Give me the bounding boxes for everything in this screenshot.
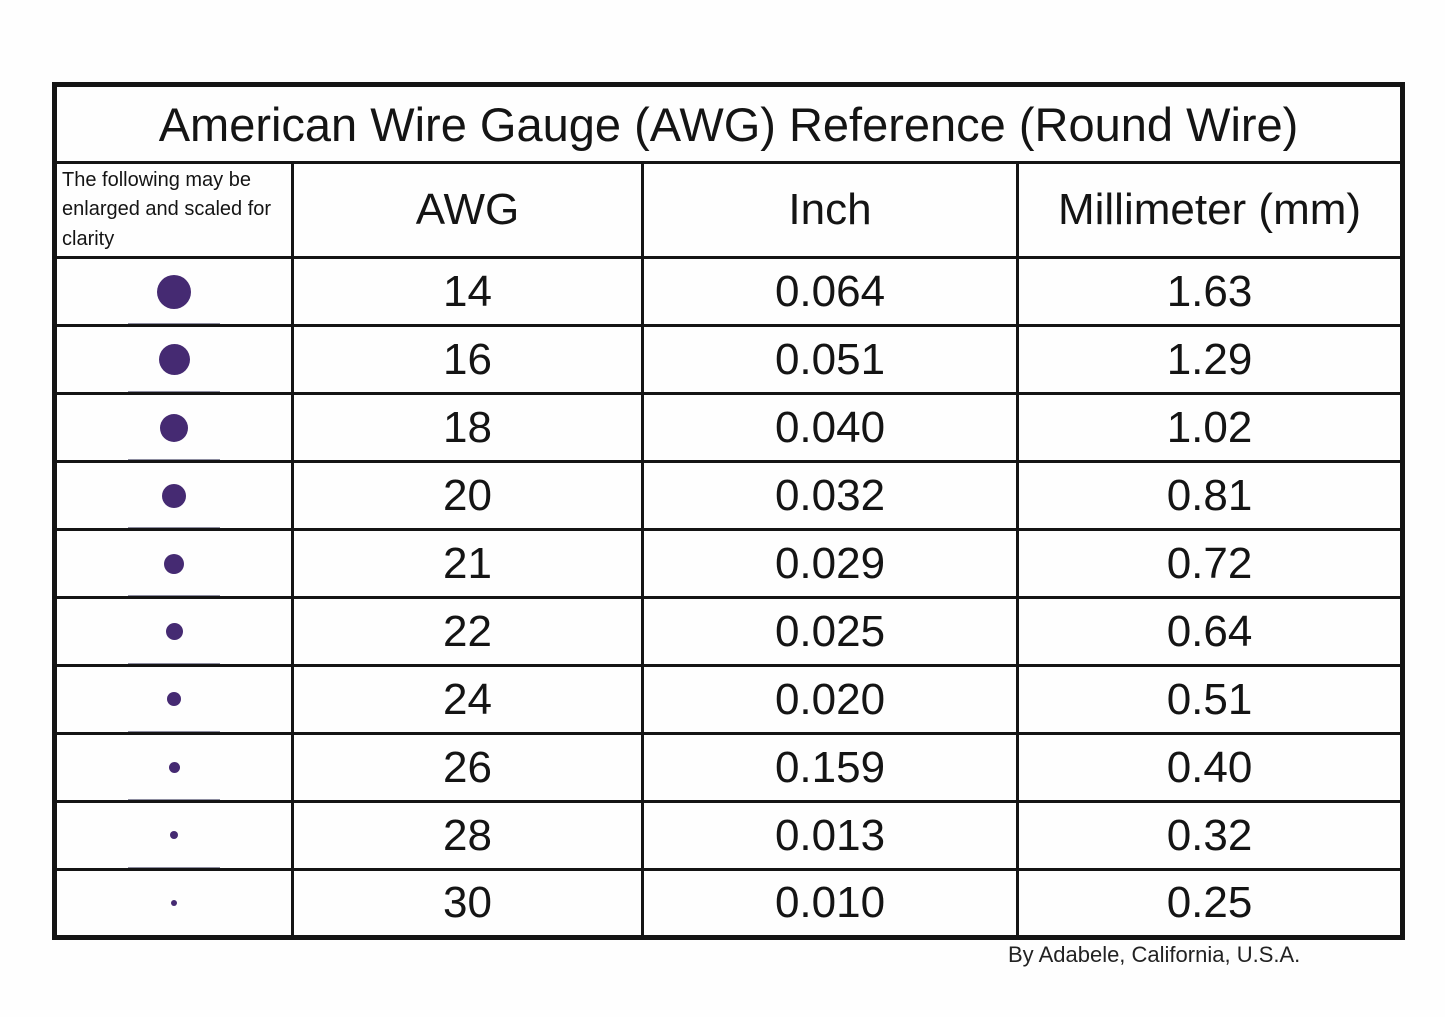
- table-row: 24 0.020 0.51: [53, 664, 1405, 736]
- awg-value: 22: [291, 596, 644, 668]
- mm-value: 0.51: [1015, 664, 1405, 736]
- scale-note: The following may be enlarged and scaled…: [53, 160, 294, 260]
- awg-value: 20: [291, 460, 644, 532]
- wire-size-dot: [157, 274, 191, 309]
- header-row: The following may be enlarged and scaled…: [53, 160, 1405, 260]
- awg-value: 18: [291, 392, 644, 464]
- awg-value: 28: [291, 800, 644, 872]
- table-row: 21 0.029 0.72: [53, 528, 1405, 600]
- wire-dot-cell: [53, 460, 294, 532]
- mm-value: 1.63: [1015, 256, 1405, 328]
- column-header-inch: Inch: [641, 160, 1019, 260]
- table-row: 22 0.025 0.64: [53, 596, 1405, 668]
- inch-value: 0.029: [641, 528, 1019, 600]
- wire-dot-cell: [53, 732, 294, 804]
- title-row: American Wire Gauge (AWG) Reference (Rou…: [52, 83, 1405, 164]
- mm-value: 0.32: [1015, 800, 1405, 872]
- inch-value: 0.064: [641, 256, 1019, 328]
- table-row: 16 0.051 1.29: [53, 324, 1405, 396]
- mm-value: 1.29: [1015, 324, 1405, 396]
- column-header-awg: AWG: [291, 160, 644, 260]
- wire-dot-cell: [53, 528, 294, 600]
- wire-dot-cell: [53, 868, 294, 940]
- inch-value: 0.159: [641, 732, 1019, 804]
- wire-size-dot: [162, 483, 186, 508]
- table-row: 30 0.010 0.25: [53, 868, 1405, 940]
- column-header-mm: Millimeter (mm): [1015, 160, 1405, 260]
- mm-value: 0.81: [1015, 460, 1405, 532]
- awg-reference-sheet: American Wire Gauge (AWG) Reference (Rou…: [52, 82, 1406, 941]
- mm-value: 0.64: [1015, 596, 1405, 668]
- awg-value: 16: [291, 324, 644, 396]
- table-row: 14 0.064 1.63: [53, 256, 1405, 328]
- table-row: 20 0.032 0.81: [53, 460, 1405, 532]
- inch-value: 0.020: [641, 664, 1019, 736]
- mm-value: 0.25: [1015, 868, 1405, 940]
- wire-size-dot: [160, 413, 188, 442]
- wire-size-dot: [165, 622, 183, 640]
- mm-value: 1.02: [1015, 392, 1405, 464]
- awg-value: 14: [291, 256, 644, 328]
- wire-size-dot: [158, 344, 190, 376]
- wire-dot-cell: [53, 324, 294, 396]
- inch-value: 0.051: [641, 324, 1019, 396]
- awg-value: 30: [291, 868, 644, 940]
- table-row: 28 0.013 0.32: [53, 800, 1405, 872]
- wire-dot-cell: [53, 596, 294, 668]
- table-row: 18 0.040 1.02: [53, 392, 1405, 464]
- wire-size-dot: [164, 553, 184, 574]
- awg-value: 21: [291, 528, 644, 600]
- wire-size-dot: [167, 692, 181, 707]
- table-row: 26 0.159 0.40: [53, 732, 1405, 804]
- wire-dot-cell: [53, 256, 294, 328]
- wire-size-dot: [171, 899, 177, 906]
- mm-value: 0.72: [1015, 528, 1405, 600]
- inch-value: 0.025: [641, 596, 1019, 668]
- inch-value: 0.010: [641, 868, 1019, 940]
- wire-size-dot: [168, 761, 180, 773]
- credit-text: By Adabele, California, U.S.A.: [1008, 942, 1301, 967]
- wire-dot-cell: [53, 664, 294, 736]
- wire-dot-cell: [53, 800, 294, 872]
- wire-size-dot: [170, 831, 178, 840]
- inch-value: 0.040: [641, 392, 1019, 464]
- mm-value: 0.40: [1015, 732, 1405, 804]
- awg-reference-table: American Wire Gauge (AWG) Reference (Rou…: [52, 82, 1406, 941]
- table-title: American Wire Gauge (AWG) Reference (Rou…: [52, 83, 1405, 164]
- wire-dot-cell: [53, 392, 294, 464]
- awg-value: 24: [291, 664, 644, 736]
- inch-value: 0.032: [641, 460, 1019, 532]
- inch-value: 0.013: [641, 800, 1019, 872]
- awg-value: 26: [291, 732, 644, 804]
